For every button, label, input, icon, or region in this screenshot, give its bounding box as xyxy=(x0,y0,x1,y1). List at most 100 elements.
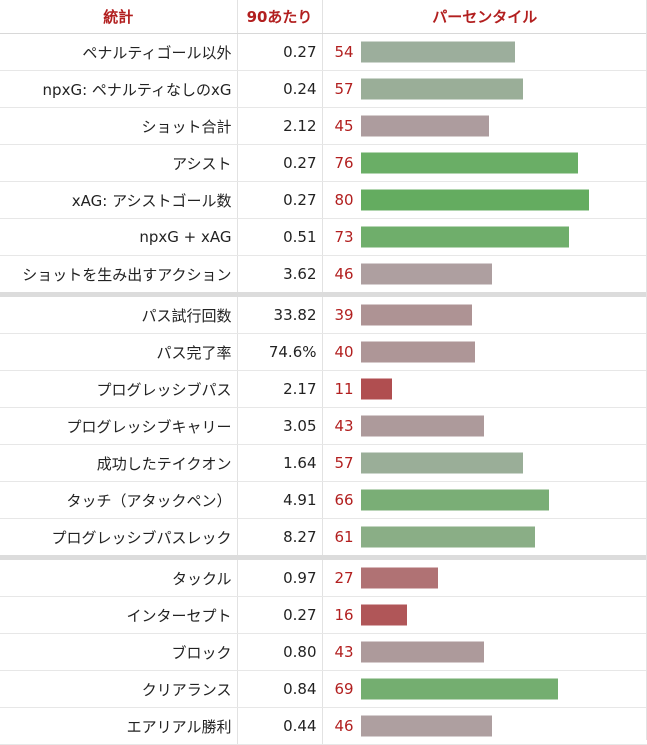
percentile-bar xyxy=(360,115,489,137)
percentile-cell: 73 xyxy=(322,218,647,256)
percentile-bar xyxy=(360,715,492,737)
percentile-cell: 80 xyxy=(322,181,647,219)
table-row: ショット合計 2.12 45 xyxy=(0,107,647,145)
percentile-bar xyxy=(360,226,569,248)
percentile-bar xyxy=(360,378,392,400)
table-row: ペナルティゴール以外 0.27 54 xyxy=(0,33,647,71)
table-row: xAG: アシストゴール数 0.27 80 xyxy=(0,181,647,219)
per90-value: 33.82 xyxy=(236,292,323,334)
table-row: エアリアル勝利 0.44 46 xyxy=(0,707,647,745)
percentile-value: 16 xyxy=(334,606,354,624)
per90-value: 2.17 xyxy=(236,370,323,408)
percentile-bar xyxy=(360,189,589,211)
percentile-bar xyxy=(360,641,484,663)
table-row: プログレッシブキャリー 3.05 43 xyxy=(0,407,647,445)
stat-name: エアリアル勝利 xyxy=(0,707,237,745)
table-row: ショットを生み出すアクション 3.62 46 xyxy=(0,255,647,295)
stat-name: タッチ（アタックペン） xyxy=(0,481,237,519)
percentile-cell: 11 xyxy=(322,370,647,408)
table-row: タックル 0.97 27 xyxy=(0,555,647,597)
table-row: 成功したテイクオン 1.64 57 xyxy=(0,444,647,482)
percentile-cell: 43 xyxy=(322,407,647,445)
stat-name: npxG + xAG xyxy=(0,218,237,256)
percentile-cell: 76 xyxy=(322,144,647,182)
table-row: npxG: ペナルティなしのxG 0.24 57 xyxy=(0,70,647,108)
header-percentile[interactable]: パーセンタイル xyxy=(322,0,647,34)
stat-name: クリアランス xyxy=(0,670,237,708)
header-per90[interactable]: 90あたり xyxy=(236,0,323,34)
per90-value: 0.84 xyxy=(236,670,323,708)
stat-name: npxG: ペナルティなしのxG xyxy=(0,70,237,108)
percentile-value: 46 xyxy=(334,717,354,735)
percentile-cell: 69 xyxy=(322,670,647,708)
header-stat[interactable]: 統計 xyxy=(0,0,237,34)
percentile-bar xyxy=(360,41,515,63)
stat-name: 成功したテイクオン xyxy=(0,444,237,482)
percentile-cell: 45 xyxy=(322,107,647,145)
per90-value: 4.91 xyxy=(236,481,323,519)
percentile-bar xyxy=(360,678,558,700)
percentile-cell: 54 xyxy=(322,33,647,71)
percentile-value: 40 xyxy=(334,343,354,361)
percentile-cell: 66 xyxy=(322,481,647,519)
percentile-bar xyxy=(360,263,492,285)
stat-name: パス試行回数 xyxy=(0,292,237,334)
stat-name: ブロック xyxy=(0,633,237,671)
percentile-value: 39 xyxy=(334,306,354,324)
per90-value: 0.27 xyxy=(236,33,323,71)
percentile-value: 57 xyxy=(334,80,354,98)
percentile-bar xyxy=(360,526,535,548)
percentile-cell: 46 xyxy=(322,255,647,295)
stat-name: ショット合計 xyxy=(0,107,237,145)
percentile-cell: 27 xyxy=(322,555,647,597)
per90-value: 3.05 xyxy=(236,407,323,445)
percentile-cell: 57 xyxy=(322,70,647,108)
per90-value: 2.12 xyxy=(236,107,323,145)
percentile-value: 45 xyxy=(334,117,354,135)
per90-value: 8.27 xyxy=(236,518,323,558)
percentile-bar xyxy=(360,78,523,100)
percentile-value: 69 xyxy=(334,680,354,698)
percentile-cell: 39 xyxy=(322,292,647,334)
percentile-bar xyxy=(360,304,472,326)
percentile-value: 27 xyxy=(334,569,354,587)
table-row: クリアランス 0.84 69 xyxy=(0,670,647,708)
percentile-value: 54 xyxy=(334,43,354,61)
table-row: パス完了率 74.6% 40 xyxy=(0,333,647,371)
table-row: タッチ（アタックペン） 4.91 66 xyxy=(0,481,647,519)
table-row: プログレッシブパス 2.17 11 xyxy=(0,370,647,408)
per90-value: 0.27 xyxy=(236,144,323,182)
table-body: ペナルティゴール以外 0.27 54 npxG: ペナルティなしのxG 0.24 57 ショ… xyxy=(0,33,647,745)
table-row: プログレッシブパスレック 8.27 61 xyxy=(0,518,647,558)
percentile-value: 46 xyxy=(334,265,354,283)
per90-value: 3.62 xyxy=(236,255,323,295)
percentile-value: 61 xyxy=(334,528,354,546)
percentile-value: 66 xyxy=(334,491,354,509)
stat-name: プログレッシブパスレック xyxy=(0,518,237,558)
per90-value: 74.6% xyxy=(236,333,323,371)
percentile-value: 73 xyxy=(334,228,354,246)
percentile-bar xyxy=(360,567,438,589)
percentile-cell: 40 xyxy=(322,333,647,371)
percentile-bar xyxy=(360,489,549,511)
table-row: インターセプト 0.27 16 xyxy=(0,596,647,634)
percentile-bar xyxy=(360,415,484,437)
header-row: 統計 90あたり パーセンタイル xyxy=(0,0,647,34)
percentile-value: 57 xyxy=(334,454,354,472)
per90-value: 0.80 xyxy=(236,633,323,671)
stat-name: インターセプト xyxy=(0,596,237,634)
stat-name: パス完了率 xyxy=(0,333,237,371)
percentile-bar xyxy=(360,341,475,363)
percentile-value: 43 xyxy=(334,643,354,661)
percentile-value: 11 xyxy=(334,380,354,398)
percentile-cell: 43 xyxy=(322,633,647,671)
per90-value: 0.27 xyxy=(236,596,323,634)
percentile-cell: 57 xyxy=(322,444,647,482)
percentile-value: 80 xyxy=(334,191,354,209)
per90-value: 0.97 xyxy=(236,555,323,597)
table-row: アシスト 0.27 76 xyxy=(0,144,647,182)
table-row: ブロック 0.80 43 xyxy=(0,633,647,671)
per90-value: 0.51 xyxy=(236,218,323,256)
stat-name: xAG: アシストゴール数 xyxy=(0,181,237,219)
